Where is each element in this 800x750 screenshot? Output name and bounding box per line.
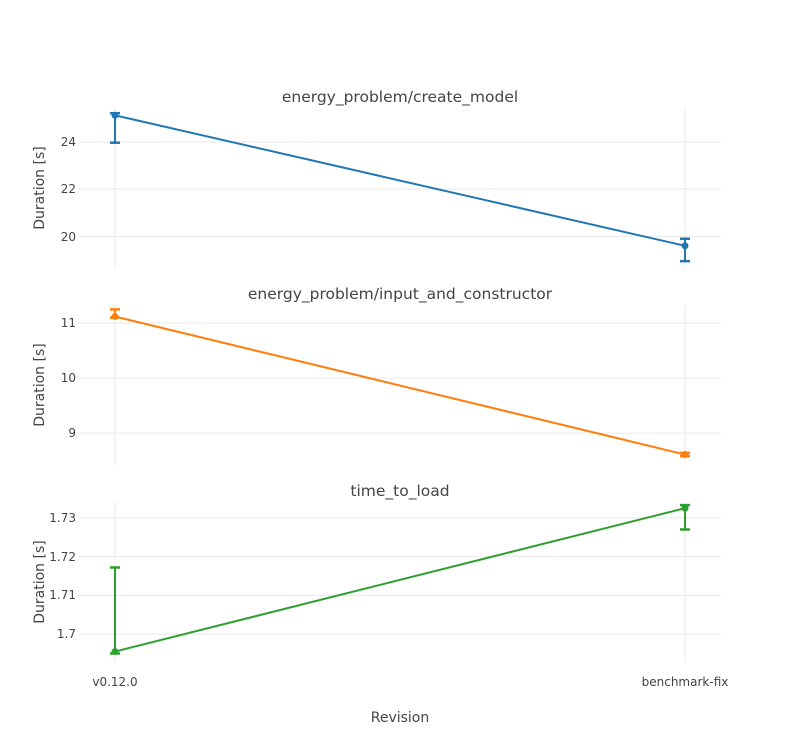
data-point-marker	[111, 111, 119, 119]
x-tick-label-benchmark-fix: benchmark-fix	[642, 675, 729, 689]
subplot-create-model-series	[110, 111, 690, 263]
subplot-title-input-constructor: energy_problem/input_and_constructor	[248, 285, 553, 304]
data-point-marker	[111, 313, 119, 321]
series-line	[114, 315, 686, 456]
y-tick-label: 9	[68, 426, 76, 440]
y-tick-label: 24	[61, 135, 76, 149]
y-axis-title-subplot-3: Duration [s]	[32, 540, 48, 623]
y-axis-title-subplot-1: Duration [s]	[32, 146, 48, 229]
subplot-create-model-grid	[79, 108, 721, 268]
data-point-marker	[681, 242, 689, 250]
data-point-marker	[681, 451, 689, 459]
y-tick-label: 11	[61, 316, 76, 330]
y-tick-label: 1.73	[49, 511, 76, 525]
y-tick-label: 1.71	[49, 588, 76, 602]
x-tick-label-v0-12-0: v0.12.0	[92, 675, 137, 689]
subplot-time-to-load-grid	[79, 502, 721, 662]
y-tick-label: 10	[61, 371, 76, 385]
subplot-input-constructor-series	[110, 308, 690, 459]
series-line	[114, 507, 686, 653]
x-axis-title: Revision	[371, 710, 430, 726]
y-tick-label: 20	[61, 230, 76, 244]
subplot-input-constructor-grid	[79, 305, 721, 465]
y-tick-label: 1.72	[49, 550, 76, 564]
data-point-marker	[111, 648, 119, 656]
subplot-time-to-load-series	[110, 503, 690, 656]
subplot-title-time-to-load: time_to_load	[350, 482, 449, 501]
y-axis-title-subplot-2: Duration [s]	[32, 343, 48, 426]
subplot-title-create-model: energy_problem/create_model	[282, 88, 518, 107]
y-tick-label: 22	[61, 182, 76, 196]
data-point-marker	[681, 504, 689, 512]
series-line	[114, 114, 686, 247]
y-tick-label: 1.7	[57, 627, 76, 641]
